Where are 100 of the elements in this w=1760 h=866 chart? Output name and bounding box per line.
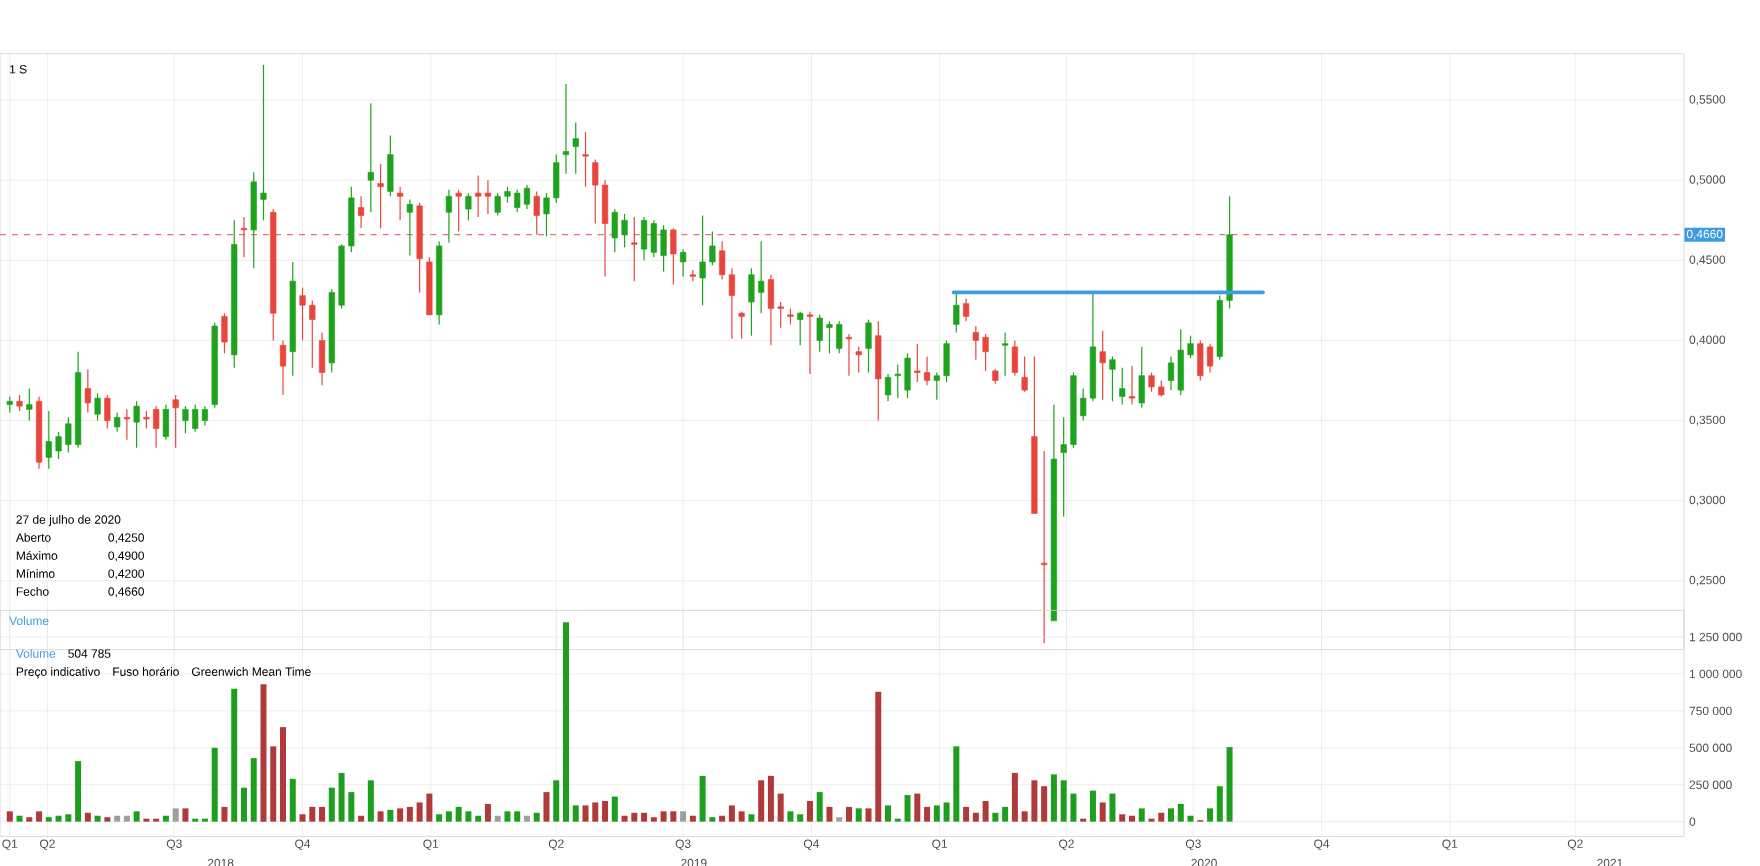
bar [250, 758, 257, 822]
candlestick [1099, 330, 1106, 401]
bar [280, 727, 287, 822]
bar [748, 814, 755, 822]
candlestick [387, 134, 394, 197]
bar [6, 811, 13, 822]
bar [260, 684, 267, 822]
bar [514, 811, 521, 822]
candlestick [533, 190, 540, 236]
bar [1187, 815, 1194, 822]
bar [221, 806, 228, 822]
bar [1128, 815, 1135, 822]
bar [982, 800, 989, 822]
candlestick [1138, 346, 1145, 409]
candlestick [884, 373, 892, 402]
bar [270, 746, 277, 822]
bar [572, 805, 579, 822]
bar [162, 815, 169, 822]
bar [319, 806, 326, 822]
bar [1168, 808, 1175, 822]
candlestick [963, 298, 970, 322]
candlestick [572, 121, 579, 175]
bar [611, 796, 618, 822]
bar [933, 805, 940, 822]
bar [358, 815, 365, 822]
candlestick [1002, 331, 1009, 377]
bar [816, 792, 823, 822]
bar [406, 806, 413, 822]
candlestick [406, 198, 413, 257]
bar [231, 688, 238, 822]
candlestick [1011, 339, 1018, 377]
bar [1216, 786, 1223, 822]
bar [777, 793, 784, 822]
bar [494, 815, 501, 822]
bar [602, 800, 609, 822]
bar [972, 812, 979, 822]
candlestick [279, 339, 287, 396]
candlestick [1109, 355, 1116, 402]
bar [1158, 812, 1165, 822]
bar [133, 811, 140, 822]
candlestick [738, 311, 745, 340]
bar [553, 780, 560, 822]
bar [367, 780, 374, 822]
bar [963, 806, 970, 822]
bar [1050, 774, 1057, 822]
bar [84, 812, 91, 822]
candlestick [133, 400, 140, 449]
bar [719, 815, 726, 822]
bar [16, 815, 23, 822]
candlestick [1119, 367, 1126, 406]
bar [914, 793, 921, 822]
bar [767, 775, 774, 822]
bar [885, 805, 892, 822]
bar [1226, 747, 1233, 822]
bar [182, 808, 189, 822]
candlestick [680, 248, 687, 277]
bar [1138, 808, 1145, 822]
candlestick [875, 320, 882, 422]
bar [689, 815, 696, 822]
bar [211, 747, 218, 822]
candlestick [162, 403, 169, 441]
candlestick [377, 163, 384, 229]
bar [36, 811, 43, 822]
candlestick [562, 83, 570, 175]
bar [543, 792, 550, 822]
candlestick [318, 331, 326, 386]
bar [523, 815, 530, 822]
candlestick [123, 408, 130, 441]
candlestick [855, 346, 862, 374]
bar [1089, 790, 1096, 822]
candlestick [465, 192, 472, 221]
bar [533, 812, 540, 822]
bar [1041, 786, 1048, 822]
bar [94, 815, 101, 822]
candlestick [670, 227, 677, 285]
candlestick [1021, 355, 1028, 393]
bar [904, 795, 911, 822]
candlestick [104, 394, 111, 430]
bar [787, 811, 794, 822]
bar [845, 806, 852, 822]
candlestick [865, 319, 872, 374]
bar [855, 808, 862, 822]
candlestick [689, 269, 696, 282]
bar [1002, 806, 1009, 822]
bar [1207, 808, 1214, 822]
bar [475, 815, 482, 822]
bar [1177, 803, 1184, 822]
bar [1011, 772, 1018, 822]
candlestick [631, 216, 638, 282]
candlestick [221, 312, 228, 354]
bar [172, 808, 179, 822]
bar [75, 761, 82, 822]
bar [114, 815, 121, 822]
candlestick [953, 293, 960, 334]
candlestick [806, 311, 814, 375]
bar [728, 805, 735, 822]
candlestick [582, 131, 589, 188]
bar [806, 800, 813, 822]
bar [377, 811, 384, 822]
bar [387, 809, 394, 822]
